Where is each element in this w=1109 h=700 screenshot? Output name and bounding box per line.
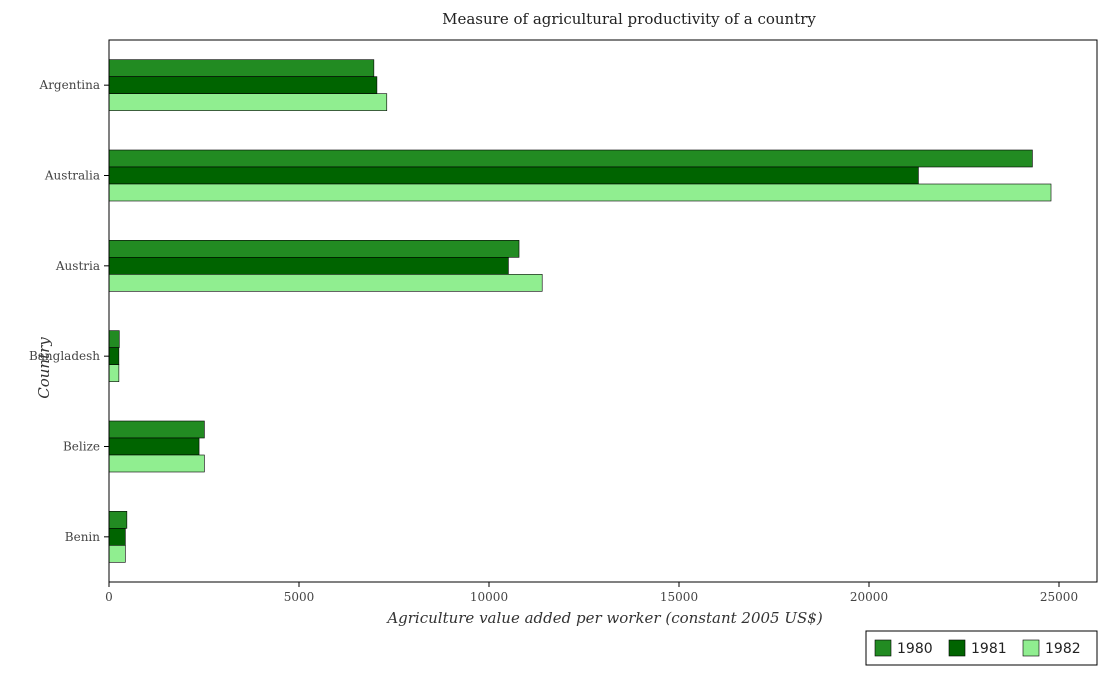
bar-benin-1980 [108, 511, 128, 529]
x-tick-label: 5000 [284, 590, 315, 604]
legend-swatch-1980 [874, 639, 892, 657]
y-tick-label-australia: Australia [44, 169, 100, 183]
bar-benin-1982 [108, 545, 126, 563]
y-axis-title: Country [35, 337, 53, 399]
bars-group [108, 59, 1052, 563]
y-tick-label-benin: Benin [65, 530, 100, 544]
y-tick-label-bangladesh: Bangladesh [29, 349, 100, 363]
legend-label-1980: 1980 [897, 641, 933, 657]
bar-belize-1982 [108, 454, 205, 473]
bar-argentina-1980 [108, 59, 375, 77]
legend-swatch-1982 [1022, 639, 1040, 657]
chart-title: Measure of agricultural productivity of … [442, 10, 816, 28]
bar-australia-1981 [108, 166, 919, 185]
bar-belize-1981 [108, 437, 200, 456]
bar-argentina-1981 [108, 76, 378, 94]
bar-austria-1982 [108, 274, 543, 292]
bar-bangladesh-1982 [108, 364, 120, 382]
x-tick-label: 20000 [850, 590, 888, 604]
plot-frame [108, 39, 1098, 583]
bar-bangladesh-1981 [108, 347, 120, 365]
bar-austria-1980 [108, 240, 520, 258]
y-tick-label-austria: Austria [55, 259, 100, 273]
bar-bangladesh-1980 [108, 330, 120, 348]
x-tick-label: 25000 [1040, 590, 1078, 604]
y-tick-label-belize: Belize [63, 440, 100, 454]
legend-swatch-1981 [948, 639, 966, 657]
legend-box [865, 630, 1098, 666]
legend: 1980 1981 1982 [865, 630, 1098, 666]
x-tick-label: 10000 [470, 590, 508, 604]
axes-group: Argentina Australia Austria Bangladesh Beliz… [29, 39, 1098, 604]
y-tick-label-argentina: Argentina [39, 78, 100, 92]
x-tick-label: 0 [105, 590, 113, 604]
bar-australia-1980 [108, 149, 1033, 168]
bar-belize-1980 [108, 420, 205, 439]
x-tick-label: 15000 [660, 590, 698, 604]
bar-benin-1981 [108, 528, 126, 546]
legend-label-1981: 1981 [971, 641, 1007, 657]
legend-label-1982: 1982 [1045, 641, 1081, 657]
x-axis-title: Agriculture value added per worker (cons… [385, 609, 823, 627]
bar-australia-1982 [108, 183, 1052, 202]
bar-austria-1981 [108, 257, 509, 275]
bar-argentina-1982 [108, 93, 388, 111]
